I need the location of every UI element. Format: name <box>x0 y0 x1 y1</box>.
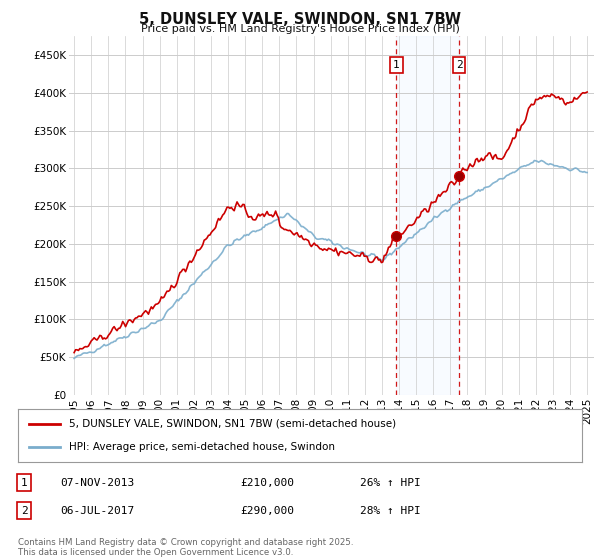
Text: 06-JUL-2017: 06-JUL-2017 <box>60 506 134 516</box>
Text: 26% ↑ HPI: 26% ↑ HPI <box>360 478 421 488</box>
Text: £210,000: £210,000 <box>240 478 294 488</box>
Text: 1: 1 <box>20 478 28 488</box>
Text: Contains HM Land Registry data © Crown copyright and database right 2025.
This d: Contains HM Land Registry data © Crown c… <box>18 538 353 557</box>
Text: 5, DUNSLEY VALE, SWINDON, SN1 7BW (semi-detached house): 5, DUNSLEY VALE, SWINDON, SN1 7BW (semi-… <box>69 419 396 429</box>
Text: 07-NOV-2013: 07-NOV-2013 <box>60 478 134 488</box>
Text: 1: 1 <box>393 60 400 70</box>
Text: 5, DUNSLEY VALE, SWINDON, SN1 7BW: 5, DUNSLEY VALE, SWINDON, SN1 7BW <box>139 12 461 27</box>
Text: £290,000: £290,000 <box>240 506 294 516</box>
Text: HPI: Average price, semi-detached house, Swindon: HPI: Average price, semi-detached house,… <box>69 442 335 452</box>
Bar <box>397 36 459 395</box>
Text: 2: 2 <box>20 506 28 516</box>
Text: 2: 2 <box>456 60 463 70</box>
Text: Price paid vs. HM Land Registry's House Price Index (HPI): Price paid vs. HM Land Registry's House … <box>140 24 460 34</box>
Text: 28% ↑ HPI: 28% ↑ HPI <box>360 506 421 516</box>
